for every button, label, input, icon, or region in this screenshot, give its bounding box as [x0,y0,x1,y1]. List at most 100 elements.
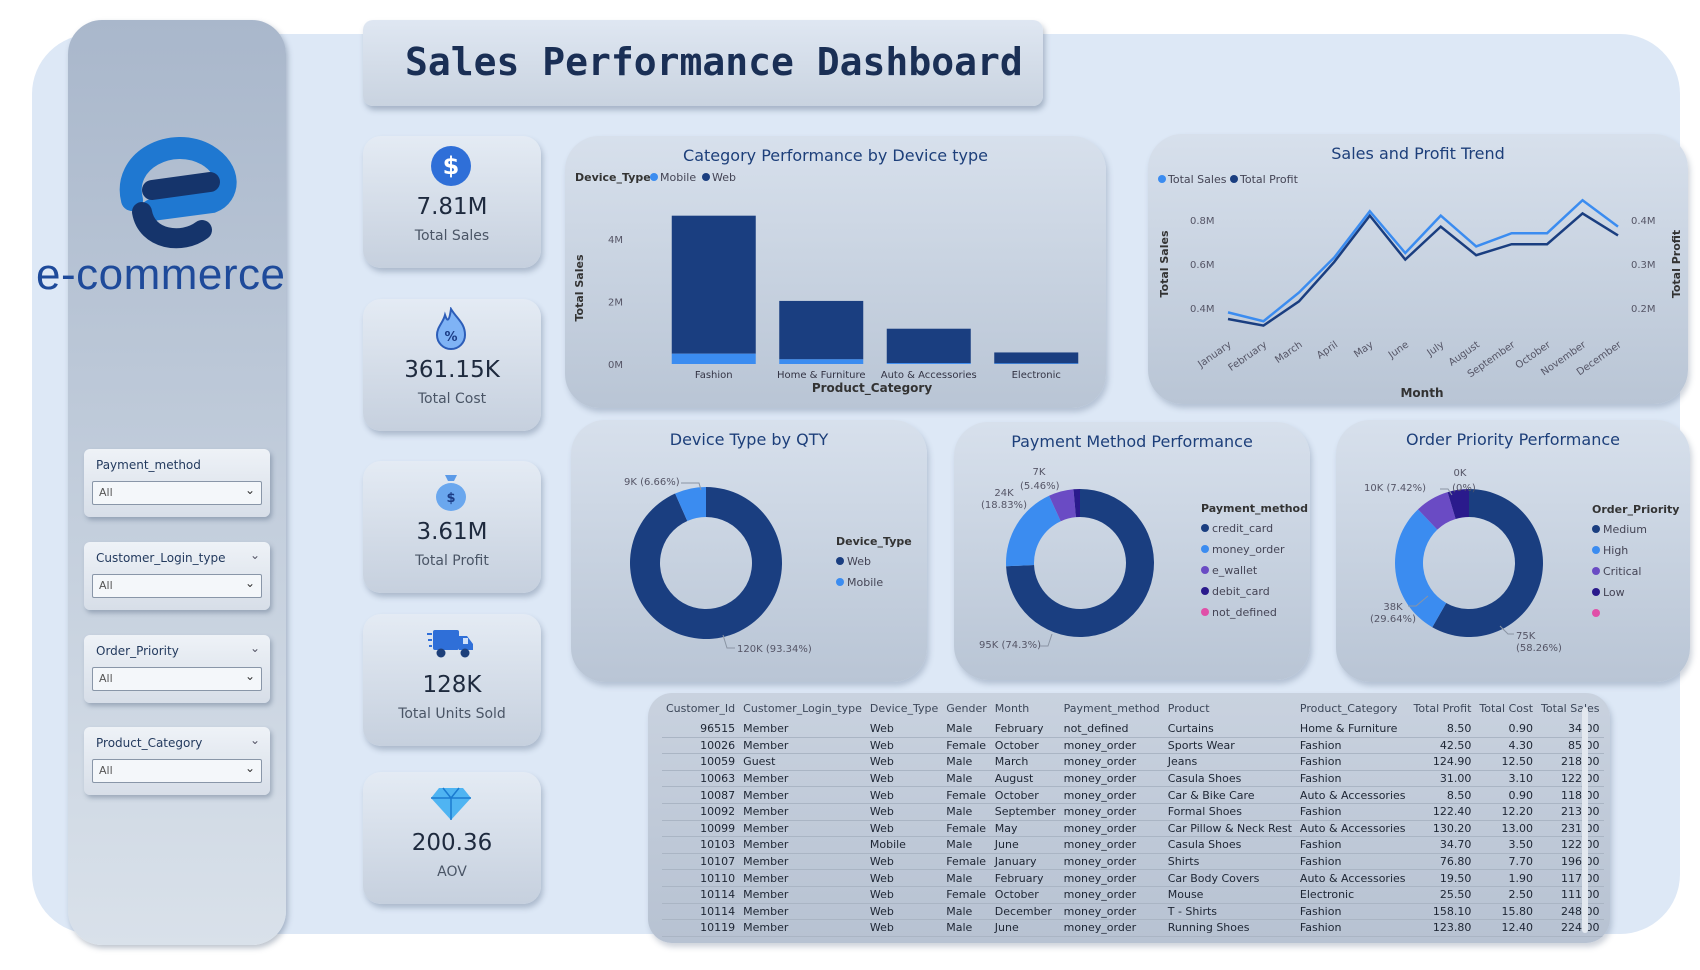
table-row[interactable]: 10110 Member Web Male February money_order Car… [662,869,1604,887]
x-axis-label: Month [1400,386,1443,400]
table-row[interactable]: 10114 Member Web Female October money_order Mo… [662,886,1604,904]
column-header[interactable]: Month [994,701,1030,715]
table-body: 96515 Member Web Male February not_defined Cur… [662,721,1604,937]
table-row[interactable]: 10103 Member Mobile Male June money_order Casu… [662,836,1604,854]
column-header[interactable]: Gender [946,701,987,715]
table-cell: 10114 [662,903,740,921]
legend-marker [1158,175,1166,183]
x-tick-label: May [1352,339,1375,360]
table-cell: money_order [1059,786,1164,804]
slicer-title: Order_Priority [96,644,179,658]
chevron-down-icon[interactable]: ⌄ [249,733,260,747]
table-cell: Female [942,886,991,904]
x-tick-label: July [1425,339,1447,359]
slicer-customer-login-type[interactable]: Customer_Login_type ⌄ All ⌄ [84,542,270,610]
table-cell: Car & Bike Care [1163,786,1296,804]
table-cell: Fashion [1295,919,1410,937]
order-priority-dropdown[interactable]: All ⌄ [92,667,262,691]
table-cell: T - Shirts [1163,903,1296,921]
table-cell: 76.80 [1409,853,1476,871]
table-cell: September [990,803,1060,821]
table-row[interactable]: 10059 Guest Web Male March money_order Jeans Fa… [662,753,1604,771]
table-cell: Fashion [1295,770,1410,788]
legend-label: e_wallet [1212,564,1258,577]
table-row[interactable]: 10087 Member Web Female October money_order Ca… [662,786,1604,804]
table-cell: October [990,786,1060,804]
column-header[interactable]: Payment_method [1063,701,1160,715]
legend-label: Mobile [847,576,883,589]
data-label-line: (58.26%) [1516,643,1562,654]
product-category-dropdown[interactable]: All ⌄ [92,759,262,783]
sales-profit-trend-chart: Sales and Profit Trend Total Sales Total … [1148,134,1688,404]
dropdown-value: All [99,764,113,777]
order-priority-chart: Order Priority Performance Order_Priorit… [1336,420,1690,682]
donut-slice [1006,495,1061,567]
data-label-line: 120K (93.34%) [737,644,812,655]
table-cell: Sports Wear [1163,737,1296,755]
column-header[interactable]: Customer_Login_type [743,701,862,715]
table-cell: March [990,753,1060,771]
table-cell: Female [942,786,991,804]
table-row[interactable]: 10092 Member Web Male September money_order Fo… [662,803,1604,821]
y2-tick-label: 0.2M [1631,304,1656,315]
table-cell: money_order [1059,753,1164,771]
kpi-label: Total Profit [415,553,489,569]
column-header[interactable]: Total Profit [1413,701,1472,715]
table-row[interactable]: 10119 Member Web Male June money_order Running… [662,919,1604,937]
column-header[interactable]: Device_Type [869,701,939,715]
y2-tick-label: 0.4M [1631,216,1656,227]
kpi-card-total-cost: % 361.15K Total Cost [363,299,541,431]
data-label-line: (0%) [1452,483,1476,494]
line-total-sales [1227,198,1619,323]
table-row[interactable]: 10099 Member Web Female May money_order Car Pi… [662,820,1604,838]
table-cell: Female [942,853,991,871]
slicer-order-priority[interactable]: Order_Priority ⌄ All ⌄ [84,635,270,703]
y-tick-label: 2M [608,298,623,309]
table-cell: Male [942,753,991,771]
payment-method-dropdown[interactable]: All ⌄ [92,481,262,505]
column-header[interactable]: Product_Category [1299,701,1398,715]
table-cell: 3.10 [1475,770,1538,788]
table-row[interactable]: 10026 Member Web Female October money_order Sp… [662,737,1604,755]
orders-table-card: Customer_Id Customer_Login_type Device_Typ… [648,693,1610,943]
table-scrollbar[interactable] [1582,707,1588,933]
table-cell: 8.50 [1409,786,1476,804]
table-cell: 42.50 [1409,737,1476,755]
data-label: 24K (18.83%) [981,488,1027,511]
customer-login-type-dropdown[interactable]: All ⌄ [92,574,262,598]
column-header[interactable]: Total Cost [1479,701,1534,715]
column-header[interactable]: Total Sales [1541,701,1600,715]
table-cell: Male [942,803,991,821]
table-cell: Web [865,786,943,804]
table-cell: June [990,919,1060,937]
table-cell: Male [942,721,991,738]
slicer-payment-method[interactable]: Payment_method All ⌄ [84,449,270,517]
table-cell: Female [942,820,991,838]
chevron-down-icon[interactable]: ⌄ [249,548,260,562]
table-row[interactable]: 10114 Member Web Male December money_order T -… [662,903,1604,921]
table-cell: 12.40 [1475,919,1538,937]
chevron-down-icon[interactable]: ⌄ [249,641,260,655]
table-cell: money_order [1059,836,1164,854]
legend-label: not_defined [1212,606,1277,619]
data-label-line: (18.83%) [981,500,1027,511]
table-cell: money_order [1059,869,1164,887]
table-cell: Auto & Accessories [1295,820,1410,838]
donut-chart-svg: Order_Priority Medium High Critical Low 10K (… [1364,468,1679,654]
x-tick-label: June [1386,339,1411,361]
table-cell: Electronic [1295,886,1410,904]
table-cell: 10119 [662,919,740,937]
dropdown-value: All [99,486,113,499]
legend-marker [836,578,844,586]
table-cell: Car Pillow & Neck Rest [1163,820,1296,838]
table-row[interactable]: 96515 Member Web Male February not_defined Cur… [662,721,1604,738]
table-row[interactable]: 10063 Member Web Male August money_order Casul… [662,770,1604,788]
table-cell: money_order [1059,853,1164,871]
table-cell: not_defined [1059,721,1164,738]
column-header[interactable]: Customer_Id [666,701,736,715]
table-row[interactable]: 10107 Member Web Female January money_order Sh… [662,853,1604,871]
logo-text: e-commerce [36,250,286,299]
legend-marker [1592,567,1600,575]
slicer-product-category[interactable]: Product_Category ⌄ All ⌄ [84,727,270,795]
column-header[interactable]: Product [1167,701,1210,715]
